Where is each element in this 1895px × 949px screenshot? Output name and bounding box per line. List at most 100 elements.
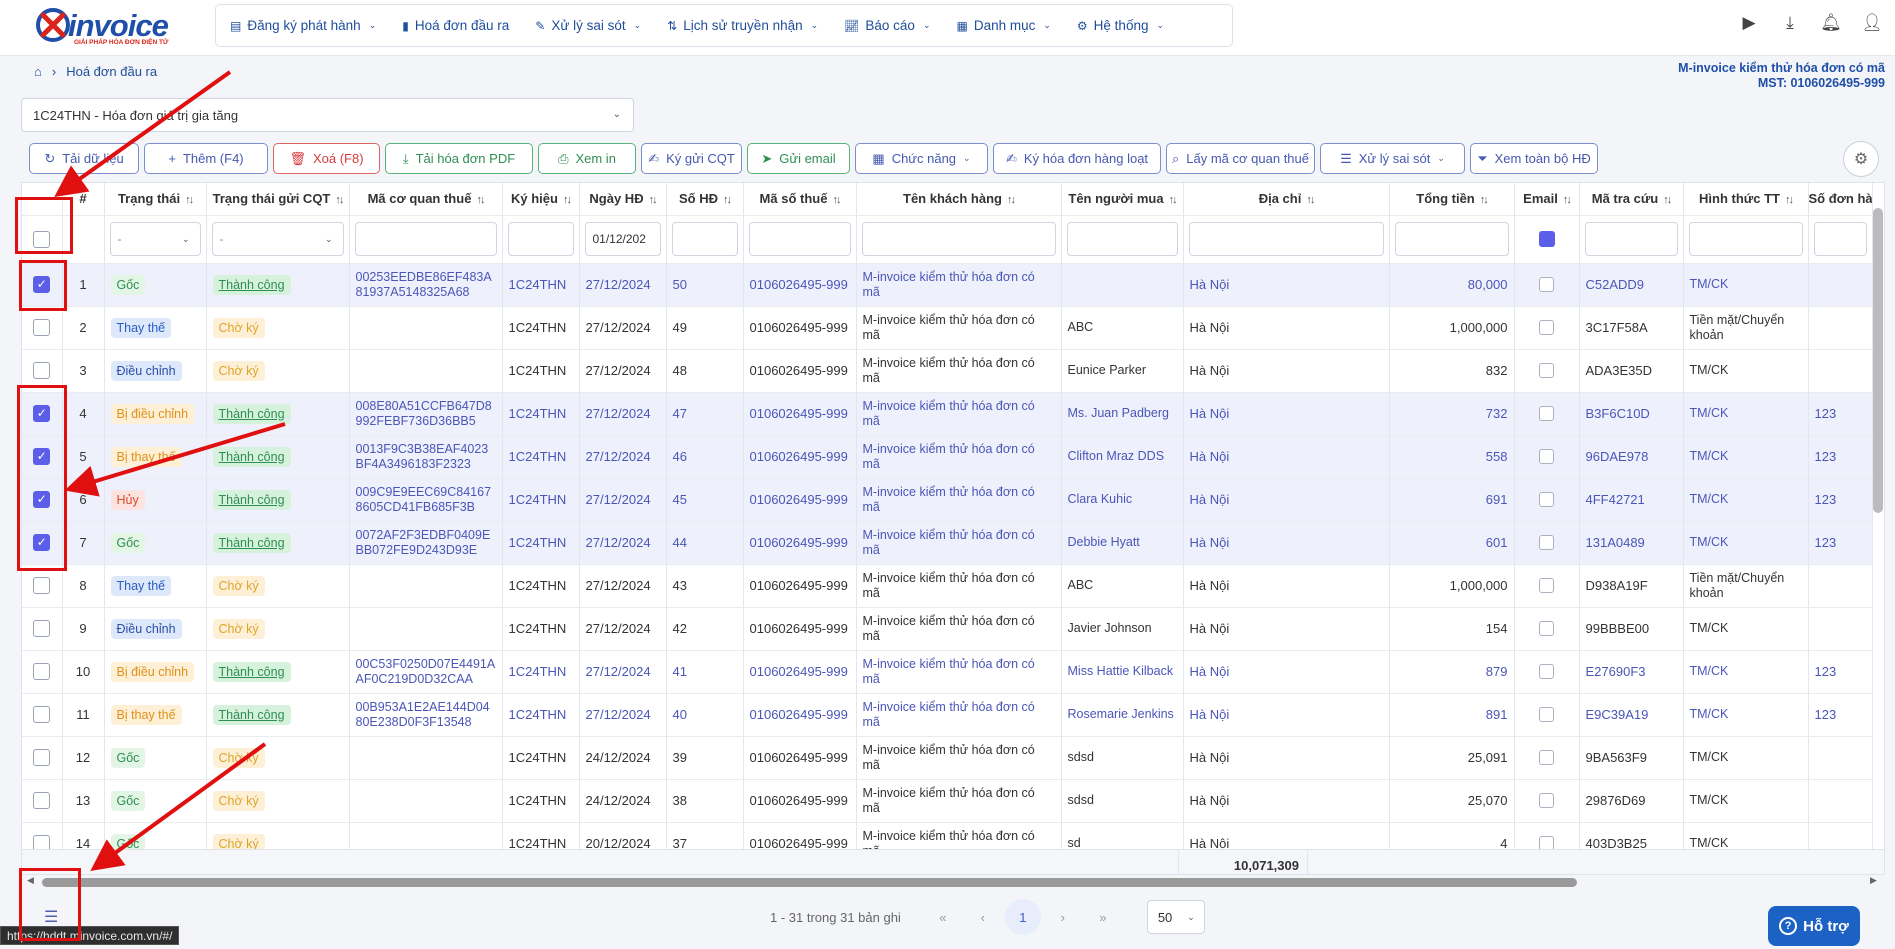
table-row[interactable]: ✓ 1 Gốc Thành công 00253EEDBE86EF483A81937A5… <box>22 263 1873 307</box>
list-icon[interactable]: ☰ <box>44 909 59 926</box>
row-checkbox[interactable] <box>33 620 51 637</box>
column-header[interactable]: Mã tra cứu ↑↓ <box>1579 183 1684 216</box>
table-row[interactable]: 2 Thay thế Chờ ký 1C24THN 27/12/2024 49 010602… <box>22 306 1873 350</box>
cqt-status-badge[interactable]: Chờ ký <box>212 360 265 381</box>
table-row[interactable]: ✓ 5 Bị thay thế Thành công 0013F9C3B38EAF402… <box>22 435 1873 479</box>
email-checkbox[interactable] <box>1539 449 1554 464</box>
email-checkbox[interactable] <box>1539 535 1554 550</box>
toolbar-button-6[interactable]: ➤ Gửi email <box>747 143 850 174</box>
customer-filter[interactable] <box>861 222 1056 256</box>
table-row[interactable]: 9 Điều chỉnh Chờ ký 1C24THN 27/12/2024 42 0106… <box>22 607 1873 651</box>
email-checkbox[interactable] <box>1539 750 1554 765</box>
row-checkbox[interactable] <box>33 319 51 336</box>
row-checkbox[interactable] <box>33 362 51 379</box>
cqt-status-filter[interactable]: - ⌄ <box>211 222 344 256</box>
horizontal-scrollbar[interactable] <box>42 878 1577 887</box>
row-checkbox[interactable]: ✓ <box>33 534 51 551</box>
table-row[interactable]: 3 Điều chỉnh Chờ ký 1C24THN 27/12/2024 48 0106… <box>22 349 1873 393</box>
breadcrumb-current[interactable]: Hoá đơn đầu ra <box>66 64 158 79</box>
table-row[interactable]: 11 Bị thay thế Thành công 00B953A1E2AE144D0… <box>22 693 1873 737</box>
toolbar-button-9[interactable]: ⌕ Lấy mã cơ quan thuế <box>1166 143 1315 174</box>
first-page-icon[interactable]: « <box>939 909 947 925</box>
user-icon[interactable]: 👤︎ <box>1861 13 1883 32</box>
row-checkbox[interactable] <box>33 577 51 594</box>
toolbar-button-8[interactable]: ✍︎ Ký hóa đơn hàng loạt <box>993 143 1161 174</box>
total-filter[interactable] <box>1394 222 1509 256</box>
last-page-icon[interactable]: » <box>1099 909 1107 925</box>
column-header[interactable]: Trạng thái ↑↓ <box>104 183 207 216</box>
bell-icon[interactable]: 🔔︎ <box>1820 13 1842 32</box>
number-filter[interactable] <box>671 222 738 256</box>
nav-item-6[interactable]: ⚙ Hệ thống ⌄ <box>1077 18 1164 33</box>
row-checkbox[interactable]: ✓ <box>33 276 51 293</box>
email-checkbox[interactable] <box>1539 621 1554 636</box>
row-checkbox[interactable] <box>33 749 51 766</box>
email-checkbox[interactable] <box>1539 793 1554 808</box>
next-page-icon[interactable]: › <box>1060 909 1065 925</box>
row-checkbox[interactable]: ✓ <box>33 491 51 508</box>
row-checkbox[interactable]: ✓ <box>33 448 51 465</box>
cqt-status-badge[interactable]: Thành công <box>212 403 291 424</box>
row-checkbox[interactable] <box>33 792 51 809</box>
settings-gear-button[interactable]: ⚙ <box>1843 141 1879 177</box>
column-header[interactable]: Tên người mua ↑↓ <box>1061 183 1184 216</box>
home-icon[interactable]: ⌂ <box>34 64 42 79</box>
email-checkbox[interactable] <box>1539 363 1554 378</box>
column-header[interactable]: # <box>62 183 105 216</box>
email-checkbox[interactable] <box>1539 406 1554 421</box>
toolbar-button-2[interactable]: 🗑︎ Xoá (F8) <box>273 143 380 174</box>
table-row[interactable]: ✓ 7 Gốc Thành công 0072AF2F3EDBF0409EBB072FE… <box>22 521 1873 565</box>
toolbar-button-7[interactable]: ▦ Chức năng ⌄ <box>855 143 988 174</box>
scroll-left-icon[interactable]: ◀ <box>27 875 34 885</box>
toolbar-button-3[interactable]: ⤓ Tải hóa đơn PDF <box>385 143 533 174</box>
youtube-icon[interactable]: ▶ <box>1742 13 1756 32</box>
table-row[interactable]: 10 Bị điều chỉnh Thành công 00C53F0250D07E4… <box>22 650 1873 694</box>
row-checkbox[interactable] <box>33 706 51 723</box>
select-all-checkbox[interactable] <box>33 230 51 248</box>
nav-item-1[interactable]: ▮ Hoá đơn đầu ra <box>402 18 509 33</box>
logo[interactable]: invoice GIẢI PHÁP HÓA ĐƠN ĐIỆN TỬ <box>34 6 174 48</box>
cqt-status-badge[interactable]: Thành công <box>212 489 291 510</box>
column-header[interactable]: Tổng tiền ↑↓ <box>1389 183 1515 216</box>
column-header[interactable]: Hình thức TT ↑↓ <box>1683 183 1809 216</box>
lookup-filter[interactable] <box>1584 222 1678 256</box>
nav-item-5[interactable]: ▦ Danh mục ⌄ <box>956 18 1050 33</box>
order-filter[interactable] <box>1813 222 1867 256</box>
series-select[interactable]: 1C24THN - Hóa đơn giá trị gia tăng ⌄ <box>21 98 634 132</box>
cqt-status-badge[interactable]: Chờ ký <box>212 317 265 338</box>
cqt-status-badge[interactable]: Chờ ký <box>212 790 265 811</box>
column-header[interactable]: Ngày HĐ ↑↓ <box>579 183 667 216</box>
nav-item-2[interactable]: ✎ Xử lý sai sót ⌄ <box>535 18 641 33</box>
column-header[interactable]: Số đơn hàn↑↓ <box>1808 183 1873 216</box>
cqt-status-badge[interactable]: Thành công <box>212 661 291 682</box>
row-checkbox[interactable] <box>33 663 51 680</box>
tax-code-filter[interactable] <box>354 222 497 256</box>
scroll-right-icon[interactable]: ▶ <box>1870 875 1877 885</box>
toolbar-button-10[interactable]: ☰ Xử lý sai sót ⌄ <box>1320 143 1465 174</box>
vertical-scrollbar[interactable] <box>1873 208 1883 513</box>
prev-page-icon[interactable]: ‹ <box>980 909 985 925</box>
cqt-status-badge[interactable]: Chờ ký <box>212 575 265 596</box>
nav-item-0[interactable]: ▤ Đăng ký phát hành ⌄ <box>230 18 376 33</box>
table-row[interactable]: 8 Thay thế Chờ ký 1C24THN 27/12/2024 43 010602… <box>22 564 1873 608</box>
nav-item-3[interactable]: ⇅ Lịch sử truyền nhận ⌄ <box>667 18 818 33</box>
column-header[interactable]: Trạng thái gửi CQT ↑↓ <box>206 183 350 216</box>
page-size-select[interactable]: 50 ⌄ <box>1146 900 1205 934</box>
email-checkbox[interactable] <box>1539 320 1554 335</box>
support-button[interactable]: ? Hỗ trợ <box>1768 906 1860 946</box>
email-filter-checkbox[interactable] <box>1538 231 1555 247</box>
table-row[interactable]: 12 Gốc Chờ ký 1C24THN 24/12/2024 39 0106026495… <box>22 736 1873 780</box>
email-checkbox[interactable] <box>1539 578 1554 593</box>
address-filter[interactable] <box>1188 222 1384 256</box>
column-header[interactable]: Tên khách hàng ↑↓ <box>856 183 1062 216</box>
toolbar-button-1[interactable]: + Thêm (F4) <box>144 143 268 174</box>
status-filter[interactable]: - ⌄ <box>109 222 201 256</box>
nav-item-4[interactable]: 📈︎ Báo cáo ⌄ <box>844 18 930 33</box>
payment-filter[interactable] <box>1688 222 1803 256</box>
toolbar-button-0[interactable]: ↻ Tải dữ liệu <box>29 143 139 174</box>
column-header[interactable]: Email ↑↓ <box>1514 183 1580 216</box>
download-icon[interactable]: ⤓ <box>1786 13 1794 32</box>
symbol-filter[interactable] <box>507 222 574 256</box>
table-row[interactable]: 13 Gốc Chờ ký 1C24THN 24/12/2024 38 0106026495… <box>22 779 1873 823</box>
cqt-status-badge[interactable]: Thành công <box>212 274 291 295</box>
